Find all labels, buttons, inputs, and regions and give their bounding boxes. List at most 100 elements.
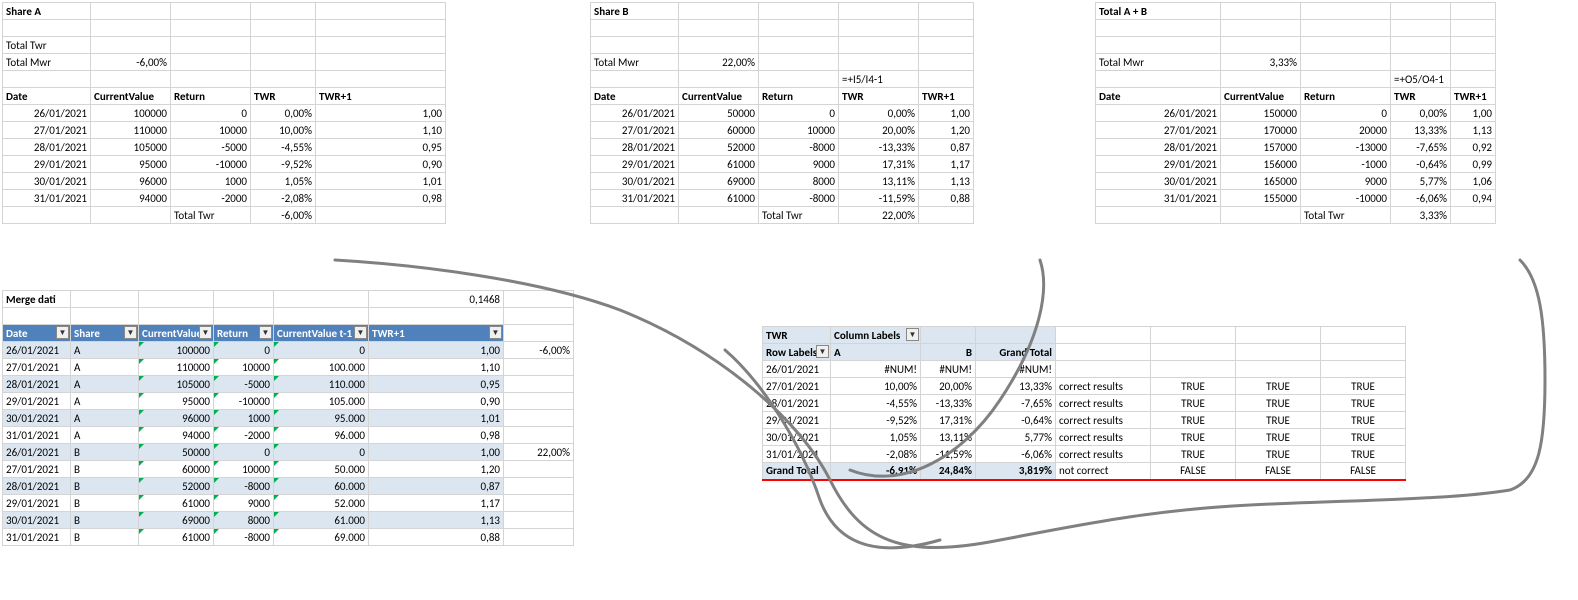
footer-value: 22,00% xyxy=(839,207,919,224)
data-row: 26/01/202115000000,00%1,00 xyxy=(1096,105,1496,122)
merge-row: 30/01/2021B69000800061.0001,13 xyxy=(3,512,574,529)
col-header: Return xyxy=(759,88,839,105)
data-row: 28/01/2021105000-5000-4,55%0,95 xyxy=(3,139,446,156)
col-header: CurrentValue xyxy=(91,88,171,105)
data-row: 30/01/202169000800013,11%1,13 xyxy=(591,173,974,190)
pivot-note: correct results xyxy=(1056,395,1151,412)
merge-title: Merge dati xyxy=(3,291,71,308)
pivot-row: 29/01/2021-9,52%17,31%-0,64%correct resu… xyxy=(763,412,1406,429)
table-share-a: Share ATotal TwrTotal Mwr-6,00%DateCurre… xyxy=(2,2,446,224)
filter-dropdown-icon[interactable]: ▼ xyxy=(199,326,212,339)
footer-value: -6,00% xyxy=(251,207,316,224)
filter-header[interactable]: CurrentValue t-1▼ xyxy=(274,325,369,342)
filter-dropdown-icon[interactable]: ▼ xyxy=(906,328,919,341)
pivot-grand-total-row: Grand Total-6,91%24,84%3,819%not correct… xyxy=(763,463,1406,480)
table-share-b: Share BTotal Mwr22,00%=+I5/I4-1DateCurre… xyxy=(590,2,974,224)
total-mwr-value: 22,00% xyxy=(679,54,759,71)
data-row: 26/01/202110000000,00%1,00 xyxy=(3,105,446,122)
pivot-row: 30/01/20211,05%13,11%5,77%correct result… xyxy=(763,429,1406,446)
filter-header[interactable]: Date▼ xyxy=(3,325,71,342)
total-mwr-label: Total Mwr xyxy=(1096,54,1221,71)
col-header: TWR+1 xyxy=(316,88,446,105)
block-title: Share B xyxy=(591,3,679,20)
total-mwr-value: 3,33% xyxy=(1221,54,1301,71)
filter-dropdown-icon[interactable]: ▼ xyxy=(489,326,502,339)
merge-row: 27/01/2021B600001000050.0001,20 xyxy=(3,461,574,478)
footer-label: Total Twr xyxy=(1301,207,1391,224)
col-header: TWR+1 xyxy=(1451,88,1496,105)
filter-header[interactable]: Share▼ xyxy=(71,325,139,342)
merge-row: 26/01/2021B50000001,0022,00% xyxy=(3,444,574,461)
filter-header[interactable]: TWR+1▼ xyxy=(369,325,504,342)
footer-label: Total Twr xyxy=(171,207,251,224)
col-header: Date xyxy=(591,88,679,105)
filter-dropdown-icon[interactable]: ▼ xyxy=(816,345,829,358)
merge-row: 30/01/2021A96000100095.0001,01 xyxy=(3,410,574,427)
pivot-row-labels[interactable]: Row Labels▼ xyxy=(763,344,831,361)
formula-text: =+O5/O4-1 xyxy=(1391,71,1451,88)
filter-header[interactable]: CurrentValue▼ xyxy=(139,325,214,342)
merge-row: 28/01/2021B52000-800060.0000,87 xyxy=(3,478,574,495)
footer-label: Total Twr xyxy=(759,207,839,224)
col-header: TWR xyxy=(251,88,316,105)
pivot-col-gt: Grand Total xyxy=(976,344,1056,361)
merge-side-value: 0,1468 xyxy=(369,291,504,308)
pivot-twr-label: TWR xyxy=(763,327,831,344)
merge-row: 31/01/2021A94000-200096.0000,98 xyxy=(3,427,574,444)
data-row: 26/01/20215000000,00%1,00 xyxy=(591,105,974,122)
table-pivot: TWRColumn Labels▼Row Labels▼ABGrand Tota… xyxy=(762,326,1406,481)
filter-dropdown-icon[interactable]: ▼ xyxy=(124,326,137,339)
pivot-row: 31/01/2021-2,08%-11,59%-6,06%correct res… xyxy=(763,446,1406,463)
table-total-ab: Total A + BTotal Mwr3,33%=+O5/O4-1DateCu… xyxy=(1095,2,1496,224)
col-header: Date xyxy=(1096,88,1221,105)
data-row: 28/01/202152000-8000-13,33%0,87 xyxy=(591,139,974,156)
data-row: 31/01/202194000-2000-2,08%0,98 xyxy=(3,190,446,207)
pivot-col-labels[interactable]: Column Labels▼ xyxy=(831,327,921,344)
merge-row: 27/01/2021A11000010000100.0001,10 xyxy=(3,359,574,376)
pivot-gt-note: not correct xyxy=(1056,463,1151,480)
data-row: 31/01/202161000-8000-11,59%0,88 xyxy=(591,190,974,207)
pivot-note: correct results xyxy=(1056,446,1151,463)
pivot-note: correct results xyxy=(1056,429,1151,446)
col-header: TWR xyxy=(1391,88,1451,105)
footer-value: 3,33% xyxy=(1391,207,1451,224)
col-header: TWR xyxy=(839,88,919,105)
pivot-note xyxy=(1056,361,1151,378)
merge-row: 29/01/2021B61000900052.0001,17 xyxy=(3,495,574,512)
formula-text: =+I5/I4-1 xyxy=(839,71,919,88)
merge-row: 29/01/2021A95000-10000105.0000,90 xyxy=(3,393,574,410)
total-twr-label: Total Twr xyxy=(3,37,91,54)
merge-row: 28/01/2021A105000-5000110.0000,95 xyxy=(3,376,574,393)
filter-header[interactable]: Return▼ xyxy=(214,325,274,342)
data-row: 30/01/202116500090005,77%1,06 xyxy=(1096,173,1496,190)
filter-dropdown-icon[interactable]: ▼ xyxy=(259,326,272,339)
total-mwr-value: -6,00% xyxy=(91,54,171,71)
filter-dropdown-icon[interactable]: ▼ xyxy=(354,326,367,339)
block-title: Total A + B xyxy=(1096,3,1221,20)
merge-row: 31/01/2021B61000-800069.0000,88 xyxy=(3,529,574,546)
col-header: Return xyxy=(171,88,251,105)
pivot-note: correct results xyxy=(1056,378,1151,395)
filter-dropdown-icon[interactable]: ▼ xyxy=(56,326,69,339)
total-mwr-label: Total Mwr xyxy=(591,54,679,71)
data-row: 31/01/2021155000-10000-6,06%0,94 xyxy=(1096,190,1496,207)
data-row: 29/01/2021156000-1000-0,64%0,99 xyxy=(1096,156,1496,173)
block-title: Share A xyxy=(3,3,91,20)
col-header: Return xyxy=(1301,88,1391,105)
pivot-note: correct results xyxy=(1056,412,1151,429)
pivot-col-b: B xyxy=(921,344,976,361)
col-header: CurrentValue xyxy=(1221,88,1301,105)
col-header: Date xyxy=(3,88,91,105)
data-row: 27/01/2021600001000020,00%1,20 xyxy=(591,122,974,139)
total-mwr-label: Total Mwr xyxy=(3,54,91,71)
pivot-col-a: A xyxy=(831,344,921,361)
merge-row: 26/01/2021A100000001,00-6,00% xyxy=(3,342,574,359)
data-row: 30/01/20219600010001,05%1,01 xyxy=(3,173,446,190)
col-header: CurrentValue xyxy=(679,88,759,105)
pivot-row: 27/01/202110,00%20,00%13,33%correct resu… xyxy=(763,378,1406,395)
data-row: 27/01/20211700002000013,33%1,13 xyxy=(1096,122,1496,139)
pivot-row: 28/01/2021-4,55%-13,33%-7,65%correct res… xyxy=(763,395,1406,412)
data-row: 28/01/2021157000-13000-7,65%0,92 xyxy=(1096,139,1496,156)
col-header: TWR+1 xyxy=(919,88,974,105)
table-merge: Merge dati 0,1468 Date▼Share▼CurrentValue▼… xyxy=(2,290,574,546)
